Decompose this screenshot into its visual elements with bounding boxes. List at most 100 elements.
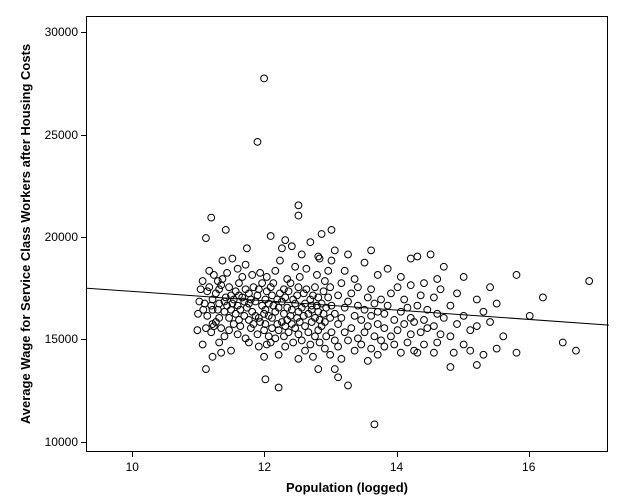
data-point <box>338 355 345 362</box>
x-tick-mark <box>264 452 265 457</box>
data-point <box>371 300 378 307</box>
data-point <box>327 315 334 322</box>
data-point <box>242 261 249 268</box>
data-point <box>209 353 216 360</box>
data-point <box>257 269 264 276</box>
data-point <box>228 347 235 354</box>
data-point <box>374 321 381 328</box>
data-point <box>454 321 461 328</box>
data-point <box>381 325 388 332</box>
data-point <box>272 335 279 342</box>
data-point <box>338 280 345 287</box>
data-point <box>454 290 461 297</box>
data-point <box>407 282 414 289</box>
data-point <box>325 294 332 301</box>
y-tick-label: 15000 <box>45 332 78 346</box>
x-tick-label: 14 <box>377 460 417 474</box>
data-point <box>358 317 365 324</box>
scatter-chart: Average Wage for Service Class Workers a… <box>0 0 629 504</box>
data-point <box>298 251 305 258</box>
data-point <box>328 226 335 233</box>
data-point <box>480 308 487 315</box>
data-point <box>437 331 444 338</box>
data-point <box>467 327 474 334</box>
data-point <box>384 302 391 309</box>
data-point <box>200 306 207 313</box>
data-point <box>586 278 593 285</box>
data-point <box>364 323 371 330</box>
data-point <box>321 345 328 352</box>
data-point <box>290 339 297 346</box>
data-point <box>526 312 533 319</box>
data-point <box>460 312 467 319</box>
data-point <box>473 296 480 303</box>
y-tick-mark <box>81 442 86 443</box>
data-point <box>318 231 325 238</box>
data-point <box>208 302 215 309</box>
data-point <box>338 315 345 322</box>
data-point <box>417 292 424 299</box>
data-point <box>345 382 352 389</box>
data-point <box>500 333 507 340</box>
data-point <box>559 339 566 346</box>
data-point <box>374 308 381 315</box>
data-point <box>316 255 323 262</box>
data-point <box>275 327 282 334</box>
data-point <box>440 263 447 270</box>
data-point <box>345 298 352 305</box>
data-point <box>573 347 580 354</box>
data-point <box>298 337 305 344</box>
data-point <box>199 341 206 348</box>
data-point <box>493 300 500 307</box>
data-point <box>361 259 368 266</box>
data-point <box>388 290 395 297</box>
data-point <box>388 333 395 340</box>
data-point <box>234 331 241 338</box>
data-point <box>434 276 441 283</box>
data-point <box>331 247 338 254</box>
data-point <box>208 214 215 221</box>
data-point <box>404 304 411 311</box>
data-point <box>307 341 314 348</box>
y-tick-label: 20000 <box>45 230 78 244</box>
data-point <box>226 327 233 334</box>
data-point <box>397 308 404 315</box>
data-point <box>305 329 312 336</box>
data-point <box>371 421 378 428</box>
data-point <box>199 278 206 285</box>
data-point <box>275 384 282 391</box>
data-point <box>434 339 441 346</box>
data-point <box>417 329 424 336</box>
data-point <box>355 284 362 291</box>
data-point <box>245 317 252 324</box>
plot-area <box>86 16 608 452</box>
data-point <box>210 323 217 330</box>
data-point <box>397 274 404 281</box>
data-point <box>267 233 274 240</box>
data-point <box>241 312 248 319</box>
data-point <box>381 310 388 317</box>
data-point <box>493 345 500 352</box>
data-point <box>204 288 211 295</box>
data-point <box>513 272 520 279</box>
data-point <box>335 343 342 350</box>
data-point <box>275 351 282 358</box>
data-point <box>312 284 319 291</box>
data-point <box>216 339 223 346</box>
data-point <box>272 267 279 274</box>
data-point <box>218 325 225 332</box>
data-point <box>327 284 334 291</box>
scatter-points-layer <box>87 17 609 453</box>
data-point <box>401 321 408 328</box>
data-point <box>197 286 204 293</box>
data-point <box>282 343 289 350</box>
data-point <box>391 317 398 324</box>
data-point <box>540 294 547 301</box>
data-point <box>267 339 274 346</box>
data-point <box>374 351 381 358</box>
data-point <box>255 343 262 350</box>
data-point <box>237 323 244 330</box>
data-point <box>210 272 217 279</box>
data-point <box>320 288 327 295</box>
data-point <box>259 280 266 287</box>
